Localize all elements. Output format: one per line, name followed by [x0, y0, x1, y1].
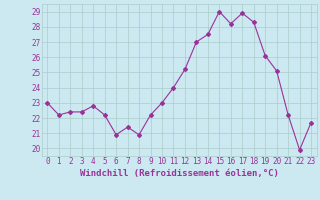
X-axis label: Windchill (Refroidissement éolien,°C): Windchill (Refroidissement éolien,°C): [80, 169, 279, 178]
